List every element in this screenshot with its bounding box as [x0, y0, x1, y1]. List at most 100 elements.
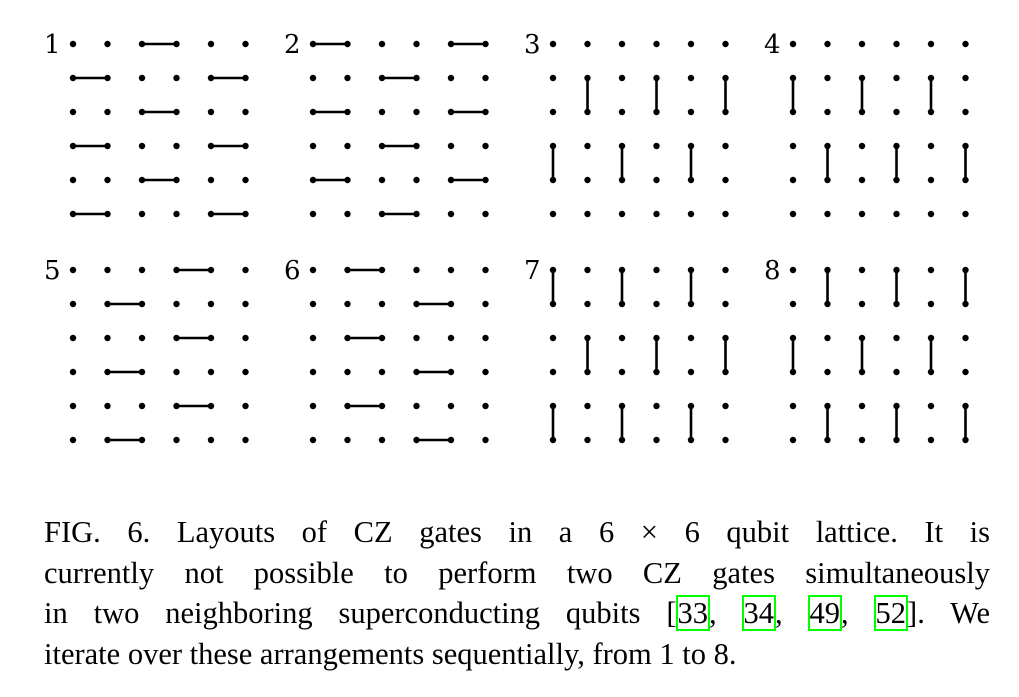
qubit-dot — [927, 402, 935, 410]
qubit-dot — [584, 334, 591, 342]
qubit-dot — [344, 108, 351, 116]
qubit-dot — [824, 402, 831, 410]
qubit-dot — [207, 334, 215, 342]
qubit-dot — [584, 368, 591, 376]
qubit-dot — [687, 210, 695, 218]
qubit-dot — [687, 368, 695, 376]
qubit-dot — [789, 334, 797, 342]
qubit-dot — [447, 300, 455, 308]
qubit-dot — [584, 142, 591, 150]
qubit-dot — [653, 176, 660, 184]
citation-link[interactable]: 52 — [873, 595, 909, 631]
panel-number-label: 4 — [764, 30, 781, 60]
qubit-dot — [858, 402, 866, 410]
qubit-dot — [824, 210, 831, 218]
qubit-dot — [584, 108, 591, 116]
qubit-dot — [927, 142, 935, 150]
qubit-dot — [242, 368, 249, 376]
qubit-dot — [962, 176, 969, 184]
caption-line-3: in two neighboring superconducting qubit… — [44, 593, 990, 634]
qubit-dot — [413, 176, 420, 184]
qubit-dot — [549, 266, 557, 274]
qubit-dot — [549, 368, 557, 376]
qubit-dot — [549, 142, 557, 150]
qubit-dot — [173, 108, 180, 116]
qubit-dot — [927, 108, 935, 116]
citation-link[interactable]: 34 — [741, 595, 777, 631]
qubit-dot — [138, 402, 146, 410]
qubit-dot — [138, 74, 146, 82]
caption-line-1: FIG. 6. Layouts of CZ gates in a 6 × 6 q… — [44, 515, 990, 549]
qubit-dot — [789, 266, 797, 274]
qubit-dot — [413, 266, 420, 274]
qubit-dot — [722, 210, 729, 218]
qubit-dot — [447, 142, 455, 150]
panel-number-label: 5 — [44, 256, 61, 286]
qubit-dot — [858, 142, 866, 150]
figure-caption: FIG. 6. Layouts of CZ gates in a 6 × 6 q… — [44, 512, 990, 674]
qubit-dot — [413, 142, 420, 150]
qubit-dot — [653, 142, 660, 150]
qubit-dot — [482, 300, 489, 308]
lattice-panel-1: 1 — [44, 30, 249, 218]
qubit-dot — [344, 40, 351, 48]
qubit-dot — [378, 436, 386, 444]
qubit-dot — [413, 40, 420, 48]
citation-link[interactable]: 33 — [675, 595, 711, 631]
qubit-dot — [653, 368, 660, 376]
lattice-panel-6: 6 — [284, 256, 489, 444]
qubit-dot — [858, 40, 866, 48]
qubit-dot — [893, 108, 900, 116]
qubit-dot — [378, 368, 386, 376]
qubit-dot — [962, 266, 969, 274]
qubit-dot — [549, 402, 557, 410]
qubit-dot — [207, 74, 215, 82]
qubit-dot — [824, 108, 831, 116]
qubit-dot — [173, 142, 180, 150]
qubit-dot — [207, 210, 215, 218]
citation-link[interactable]: 49 — [807, 595, 843, 631]
qubit-dot — [962, 402, 969, 410]
qubit-dot — [447, 368, 455, 376]
qubit-dot — [69, 210, 77, 218]
qubit-dot — [309, 210, 317, 218]
qubit-dot — [138, 334, 146, 342]
qubit-dot — [447, 176, 455, 184]
qubit-dot — [207, 368, 215, 376]
qubit-dot — [584, 40, 591, 48]
qubit-dot — [789, 436, 797, 444]
qubit-dot — [104, 368, 111, 376]
qubit-dot — [653, 266, 660, 274]
qubit-dot — [549, 300, 557, 308]
qubit-dot — [173, 266, 180, 274]
qubit-dot — [893, 74, 900, 82]
qubit-dot — [927, 300, 935, 308]
qubit-dot — [549, 108, 557, 116]
qubit-dot — [962, 334, 969, 342]
qubit-dot — [962, 108, 969, 116]
qubit-dot — [824, 436, 831, 444]
qubit-dot — [482, 40, 489, 48]
citation-separator: , — [709, 596, 743, 630]
qubit-dot — [893, 436, 900, 444]
qubit-dot — [413, 402, 420, 410]
qubit-dot — [858, 176, 866, 184]
qubit-dot — [378, 40, 386, 48]
qubit-dot — [69, 40, 77, 48]
qubit-dot — [173, 436, 180, 444]
qubit-dot — [482, 210, 489, 218]
qubit-dot — [549, 334, 557, 342]
qubit-dot — [722, 74, 729, 82]
qubit-dot — [104, 108, 111, 116]
qubit-dot — [653, 74, 660, 82]
qubit-dot — [242, 142, 249, 150]
qubit-dot — [138, 300, 146, 308]
qubit-dot — [138, 108, 146, 116]
qubit-dot — [207, 142, 215, 150]
qubit-dot — [549, 74, 557, 82]
qubit-dot — [69, 334, 77, 342]
qubit-dot — [482, 142, 489, 150]
qubit-dot — [104, 176, 111, 184]
qubit-dot — [722, 402, 729, 410]
qubit-dot — [687, 266, 695, 274]
